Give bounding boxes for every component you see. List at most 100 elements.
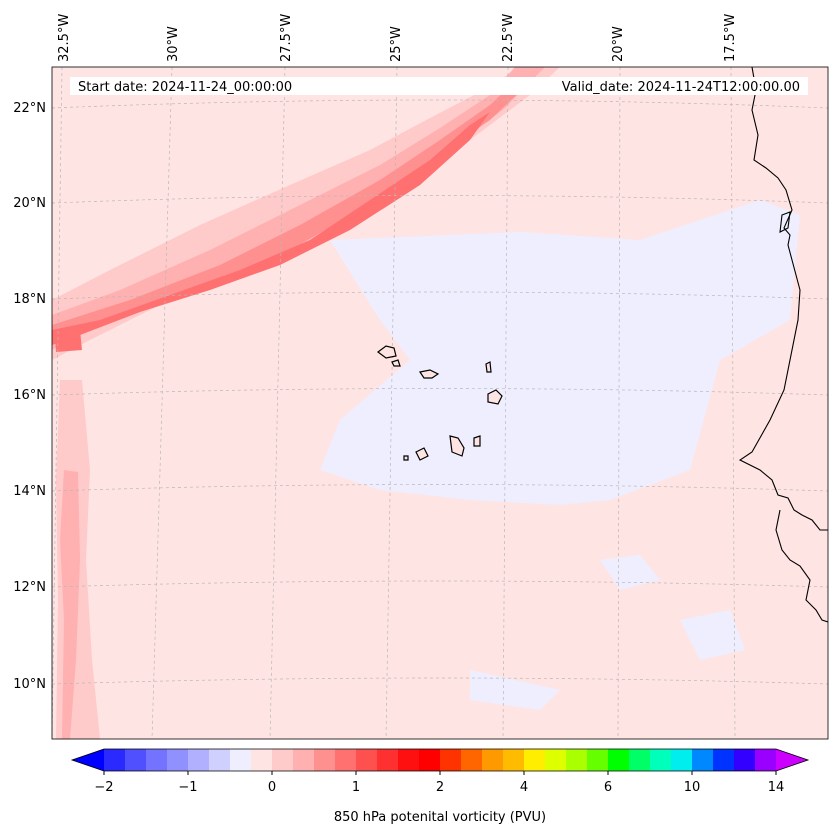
colorbar-cell — [419, 749, 441, 771]
gridline-lon — [52, 67, 63, 739]
colorbar-cell — [146, 749, 168, 771]
coastlines — [738, 67, 828, 623]
pv-band-west-core — [60, 470, 80, 739]
colorbar-extend-min — [72, 749, 104, 771]
lon-label: 20°W — [611, 26, 626, 62]
gridline-lat — [52, 195, 828, 204]
colorbar-cell — [272, 749, 294, 771]
colorbar-tick-label: 0 — [268, 780, 276, 795]
pv-band-mid — [52, 67, 545, 350]
colorbar-ticks: −2 −1 0 1 2 4 6 10 14 — [94, 771, 784, 795]
colorbar-cell — [440, 749, 462, 771]
colorbar-cell — [104, 749, 126, 771]
colorbar-cell — [545, 749, 567, 771]
colorbar-cell — [188, 749, 210, 771]
gridline-lat — [52, 388, 828, 396]
gridline-lon — [385, 67, 398, 739]
colorbar-cell — [398, 749, 420, 771]
lon-labels: 32.5°W 30°W 27.5°W 25°W 22.5°W 20°W 17.5… — [57, 14, 738, 62]
colorbar-cell — [293, 749, 315, 771]
gridline-lat — [52, 580, 828, 588]
gridline-lon — [269, 67, 286, 739]
island — [487, 389, 503, 405]
colorbar-cell — [209, 749, 231, 771]
africa-coastline-south — [775, 509, 828, 623]
island — [391, 359, 401, 367]
island — [449, 435, 465, 457]
islands — [377, 345, 503, 461]
colorbar-cell — [587, 749, 609, 771]
colorbar-cell — [482, 749, 504, 771]
lon-label: 25°W — [389, 26, 404, 62]
colorbar-tick-label: 4 — [520, 780, 528, 795]
colorbar-tick-label: 2 — [436, 780, 444, 795]
colorbar-cell — [671, 749, 693, 771]
colorbar-cell — [755, 749, 777, 771]
colorbar-cell — [713, 749, 735, 771]
gridlines — [52, 67, 828, 739]
colorbar-cell — [125, 749, 147, 771]
lat-label: 22°N — [13, 101, 46, 116]
negative-pv-patch — [600, 555, 660, 590]
colorbar-cell — [566, 749, 588, 771]
pv-field — [52, 67, 800, 739]
colorbar-cell — [335, 749, 357, 771]
colorbar-cells — [104, 749, 777, 771]
colorbar-tick-label: 1 — [352, 780, 360, 795]
negative-pv-region — [320, 200, 800, 505]
gridline-lon — [730, 67, 736, 739]
lon-label: 22.5°W — [501, 14, 516, 62]
lat-label: 18°N — [13, 292, 46, 307]
colorbar-cell — [608, 749, 630, 771]
africa-coastline — [738, 67, 828, 531]
lon-label: 27.5°W — [279, 14, 294, 62]
lon-label: 32.5°W — [57, 14, 72, 62]
colorbar-extend-max — [776, 749, 808, 771]
colorbar: −2 −1 0 1 2 4 6 10 14 850 hPa potenital vorticit… — [70, 748, 810, 825]
island — [403, 455, 409, 461]
colorbar-cell — [377, 749, 399, 771]
start-date-label: Start date: 2024-11-24_00:00:00 — [78, 80, 292, 95]
island — [485, 361, 492, 373]
lon-label: 17.5°W — [723, 14, 738, 62]
colorbar-cell — [461, 749, 483, 771]
island — [415, 447, 429, 461]
negative-pv-patch — [680, 610, 745, 660]
lat-label: 20°N — [13, 196, 46, 211]
island — [473, 435, 481, 447]
pv-band-inner — [52, 82, 530, 342]
pv-band-core-west — [55, 330, 82, 352]
colorbar-tick-label: 14 — [768, 780, 785, 795]
header-band — [70, 77, 808, 95]
colorbar-cell — [314, 749, 336, 771]
lat-labels: 22°N 20°N 18°N 16°N 14°N 12°N 10°N — [13, 101, 46, 692]
gridline-lat — [52, 677, 828, 685]
lat-label: 10°N — [13, 677, 46, 692]
gridline-lat — [52, 291, 828, 300]
colorbar-cell — [356, 749, 378, 771]
colorbar-tick-label: −1 — [178, 780, 197, 795]
gridline-lat — [52, 484, 828, 492]
island — [377, 345, 397, 359]
colorbar-tick-label: 6 — [604, 780, 612, 795]
lat-label: 14°N — [13, 484, 46, 499]
colorbar-tick-label: −2 — [94, 780, 113, 795]
gridline-lat — [52, 99, 828, 109]
colorbar-cell — [167, 749, 189, 771]
colorbar-cell — [503, 749, 525, 771]
colorbar-label: 850 hPa potenital vorticity (PVU) — [334, 810, 546, 825]
lat-label: 16°N — [13, 388, 46, 403]
colorbar-cell — [230, 749, 252, 771]
gridline-lon — [502, 67, 509, 739]
lat-label: 12°N — [13, 580, 46, 595]
coastline-detail — [779, 211, 791, 233]
gridline-lon — [617, 67, 621, 739]
island — [419, 369, 440, 379]
negative-pv-patch — [470, 670, 560, 710]
colorbar-cell — [251, 749, 273, 771]
valid-date-label: Valid_date: 2024-11-24T12:00:00.00 — [562, 80, 800, 95]
gridline-lon — [151, 67, 173, 739]
map-frame — [51, 66, 829, 740]
colorbar-cell — [650, 749, 672, 771]
